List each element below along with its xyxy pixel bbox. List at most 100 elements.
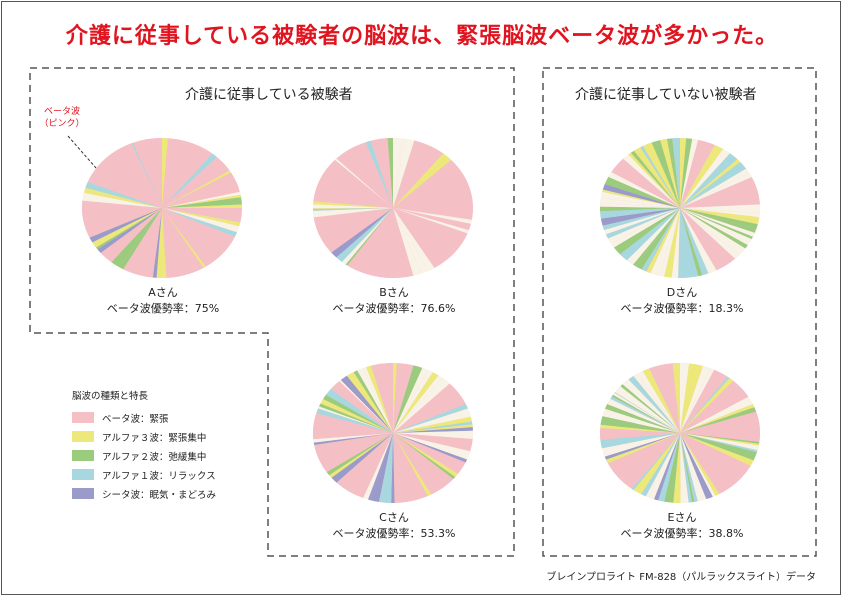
pie-slice <box>630 150 680 208</box>
pie-slice <box>393 138 403 208</box>
pie-slice <box>680 208 691 278</box>
pie-slice <box>619 208 680 261</box>
pie-slice <box>604 176 680 208</box>
subject-name: Eさん <box>667 511 697 524</box>
pie-slice <box>620 384 680 433</box>
legend-label: シータ波：眠気・まどろみ <box>102 489 217 501</box>
pie-slice <box>370 433 393 502</box>
pie-slice <box>611 394 680 433</box>
pie-slice <box>393 208 422 276</box>
pie-slice <box>680 433 695 503</box>
pie-slice <box>387 138 393 208</box>
pie-slice <box>82 192 162 208</box>
pie-slice <box>680 208 746 255</box>
pie-slice <box>642 368 680 433</box>
subject-name: Dさん <box>666 286 698 299</box>
pie-slice <box>600 433 680 449</box>
pie-slice <box>608 208 680 244</box>
legend-swatch <box>72 488 94 499</box>
pie-slice <box>633 374 680 433</box>
pie-slice <box>346 372 393 433</box>
pie-slice <box>680 368 715 433</box>
pie-slice <box>391 208 414 278</box>
pie-slice <box>162 208 230 267</box>
pie-slice <box>680 208 717 274</box>
pie-slice <box>336 208 393 262</box>
pie-slice <box>393 433 458 477</box>
pie-slice <box>313 208 393 209</box>
pie-slice <box>680 433 689 503</box>
pie-slice <box>650 208 680 276</box>
pie-slice <box>664 433 680 503</box>
pie-slice <box>162 170 232 208</box>
pie-slice <box>680 144 724 208</box>
pie-slice <box>84 187 162 208</box>
pie-slice <box>623 154 680 208</box>
data-source: ブレインプロライト FM-828（パルラックスライト）データ <box>546 572 816 583</box>
pie-slice <box>370 364 393 433</box>
pie-slice <box>110 143 162 208</box>
pie-slice <box>347 208 393 274</box>
pie-slice <box>608 171 680 208</box>
pie-slice <box>680 208 753 240</box>
pie-slice <box>600 202 680 208</box>
pie-slice <box>636 147 680 208</box>
pie-slice <box>640 145 680 208</box>
pie-slice <box>393 140 437 208</box>
pie-slice <box>393 208 472 224</box>
pie-slice <box>628 376 680 433</box>
pie-slice <box>393 383 466 433</box>
pie-slice <box>363 367 393 433</box>
pie-slice <box>600 424 680 433</box>
pie-slice <box>641 433 680 497</box>
pie-slice <box>339 379 393 433</box>
pie-slice <box>680 404 755 433</box>
pie-slice <box>680 433 716 497</box>
pie-slice <box>676 137 680 208</box>
pie-slice <box>388 138 393 208</box>
pie-slice <box>608 433 680 489</box>
pie-slice <box>626 208 680 265</box>
pie-slice <box>600 197 680 208</box>
pie-slice <box>680 433 754 466</box>
pie-slice <box>393 372 439 433</box>
pie-slice <box>370 138 393 208</box>
pie-slice <box>162 194 242 208</box>
pie-slice <box>672 363 680 433</box>
pie-slice <box>131 142 162 208</box>
pie-slice <box>641 208 680 272</box>
pie-slice <box>381 433 393 503</box>
beta-rate: ベータ波優勢率：38.8% <box>620 527 744 540</box>
subject-name: Cさん <box>379 511 409 524</box>
pie-slice <box>612 392 680 433</box>
pie-slice <box>604 404 680 433</box>
pie-slice <box>162 207 242 223</box>
pie-slice <box>600 191 680 208</box>
pie-slice <box>393 208 471 231</box>
pie-slice <box>364 208 393 278</box>
pie-slice <box>680 208 759 225</box>
pie-slice <box>319 159 393 208</box>
pie-slice <box>680 139 715 208</box>
pie-slice <box>599 428 680 440</box>
pie-slice <box>680 168 750 208</box>
pie-slice <box>365 140 393 208</box>
pie-slice <box>393 159 463 208</box>
pie-slice <box>680 177 760 208</box>
pie-slice <box>659 208 680 277</box>
pie-slice <box>680 365 711 433</box>
pie-slice <box>313 208 393 211</box>
pointer-line <box>67 135 97 169</box>
pie-slice <box>680 433 760 444</box>
pie-slice <box>680 161 747 208</box>
pie-slice <box>680 138 687 208</box>
pie-slice <box>345 208 393 266</box>
pie-slice <box>393 153 448 208</box>
pie-slice <box>357 368 393 433</box>
pie-slice <box>393 408 471 433</box>
pie-slice <box>393 427 473 433</box>
pie-slice <box>653 433 680 501</box>
pie-slice <box>363 433 393 500</box>
pie-slice <box>680 363 690 433</box>
pie-slice <box>393 421 473 433</box>
